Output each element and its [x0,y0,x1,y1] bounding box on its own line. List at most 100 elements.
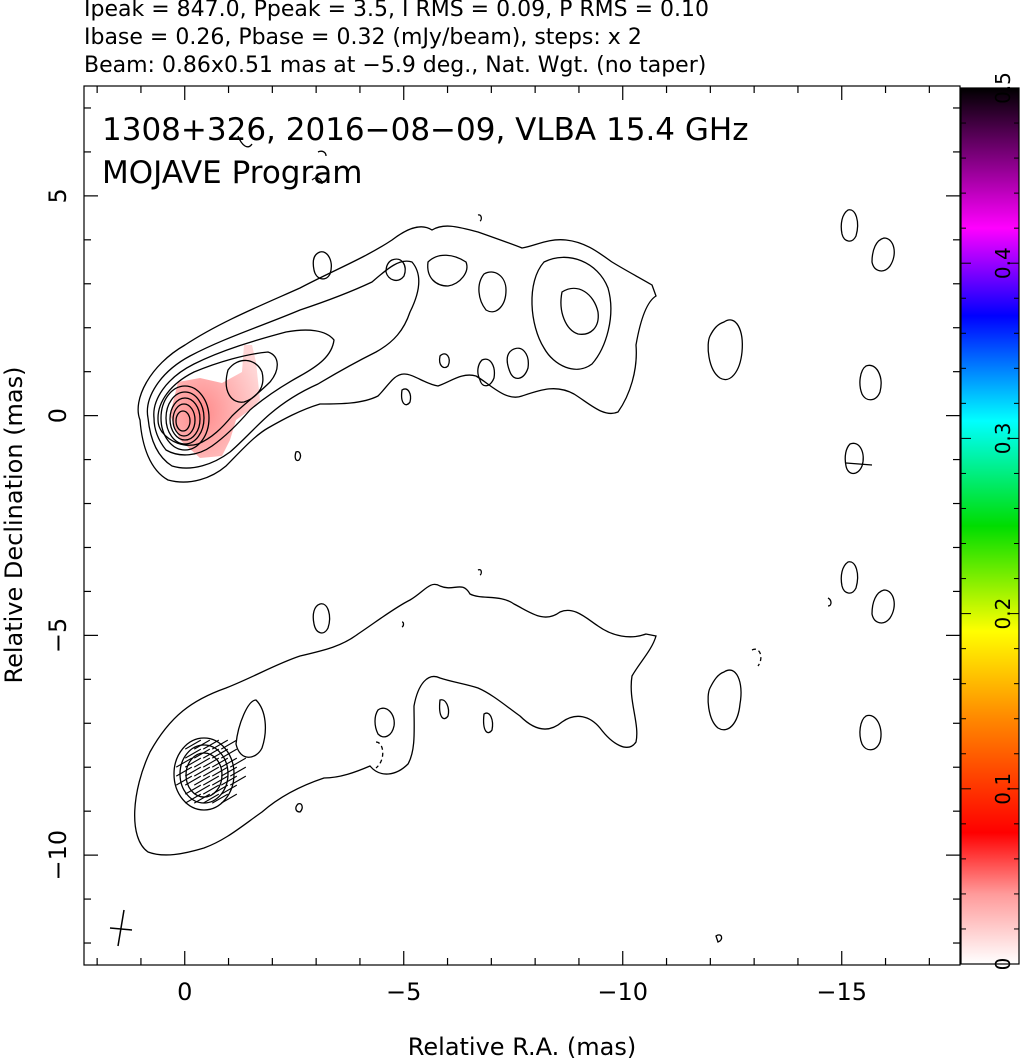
jet-contour-3 [153,329,335,456]
plot-label-line2: MOJAVE Program [102,155,362,191]
island-contour-8 [844,442,864,475]
pol-knot-contour [235,699,267,758]
pol-island-contour-3 [477,568,482,576]
knot-contour [225,359,264,403]
x-axis-label: Relative R.A. (mas) [408,1033,636,1061]
evpa-tick [202,739,220,750]
evpa-tick [184,739,202,750]
evpa-tick [184,766,202,777]
evpa-tick [202,775,220,786]
y-axis-label: Relative Declination (mas) [0,366,28,683]
core-contour-3 [169,397,201,441]
jet-hole-contour-4 [531,256,612,370]
jet-hole-contour-9 [400,388,412,406]
evpa-tick [184,784,202,795]
header-line-1: Ipeak = 847.0, Ppeak = 3.5, I RMS = 0.09… [84,0,709,22]
pol-island-contour-6 [840,561,859,594]
evpa-tick [193,793,211,804]
jet-contour-2 [146,260,420,469]
evpa-tick [211,793,229,804]
evpa-tick [220,784,238,795]
island-contour-7 [859,364,882,401]
evpa-tick [202,748,220,759]
pol-island-contour-5 [707,669,742,731]
evpa-tick [220,775,238,786]
evpa-tick [211,757,229,768]
island-contour-3 [477,214,482,222]
island-contour-4 [707,319,743,381]
jet-hole-contour-7 [438,353,450,369]
colorbar [960,87,1020,965]
evpa-tick [211,775,229,786]
colorbar-tick-label: 0.5 [991,72,1015,104]
y-tick-label: −10 [44,830,72,881]
y-tick-label: −5 [44,618,72,653]
evpa-tick [202,784,220,795]
evpa-tick [175,775,193,786]
pol-hole-contour-2 [438,699,450,720]
evpa-tick [220,748,238,759]
evpa-tick [229,775,247,786]
plot-label-line1: 1308+326, 2016−08−09, VLBA 15.4 GHz [102,112,748,148]
jet-hole-contour-5 [560,287,599,335]
jet-outer-contour [137,225,657,483]
evpa-tick [202,793,220,804]
evpa-tick [220,739,238,750]
island-contour-5 [840,209,859,242]
colorbar-tick-label: 0.4 [991,247,1015,279]
island-contour-9 [237,135,253,148]
evpa-tick [220,793,238,804]
core-contour-2 [165,391,205,445]
jet-hole-contour-2 [427,254,468,287]
evpa-tick [229,757,247,768]
x-tick-label: 0 [177,978,192,1006]
top-panel-contours [137,135,895,483]
core-contour-5 [175,410,191,432]
header-line-3: Beam: 0.86x0.51 mas at −5.9 deg., Nat. W… [84,53,707,78]
pol-dashed-contour-2 [375,741,384,769]
jet-hole-contour-8 [477,358,496,387]
evpa-tick [184,775,202,786]
evpa-tick [193,757,211,768]
core-contour-1 [160,385,210,451]
evpa-tick [229,766,247,777]
beam-cross-icon [109,909,133,947]
evpa-tick [211,739,229,750]
evpa-tick [211,784,229,795]
pol-outer-contour [134,583,657,856]
colorbar-ticks [961,87,1019,965]
island-contour-1 [312,251,332,280]
pol-hole-contour-3 [482,712,494,734]
evpa-tick [193,766,211,777]
y-tick-label: 5 [44,188,72,203]
evpa-tick [220,766,238,777]
x-tick-label: −15 [816,978,867,1006]
colorbar-tick-label: 0.1 [991,773,1015,805]
x-tick-label: −10 [597,978,648,1006]
pol-island-contour-4 [401,621,405,628]
evpa-tick [202,766,220,777]
pol-island-contour-7 [871,589,895,624]
axis-ticks [84,86,960,965]
island-contour-2 [294,450,302,462]
pol-evpa-tick [845,462,873,466]
evpa-tick [211,766,229,777]
bottom-panel-contours [134,561,895,943]
evpa-tick [202,757,220,768]
plot-frame [83,85,961,966]
colorbar-tick-label: 0.3 [991,422,1015,454]
evpa-tick [193,748,211,759]
pol-hole-contour-1 [374,707,395,738]
evpa-tick [193,775,211,786]
evpa-tick [184,757,202,768]
axis-tick-labels: 0 −5 −10 −15 5 0 −5 −10 [44,188,867,1006]
y-tick-label: 0 [44,408,72,423]
evpa-tick [220,757,238,768]
evpa-tick [175,757,193,768]
header-line-2: Ibase = 0.26, Pbase = 0.32 (mJy/beam), s… [84,25,642,50]
pol-island-contour-9 [827,597,832,607]
colorbar-tick-labels: 0 0.1 0.2 0.3 0.4 0.5 [991,72,1015,970]
pol-island-contour-1 [312,603,331,634]
x-tick-label: −5 [386,978,421,1006]
